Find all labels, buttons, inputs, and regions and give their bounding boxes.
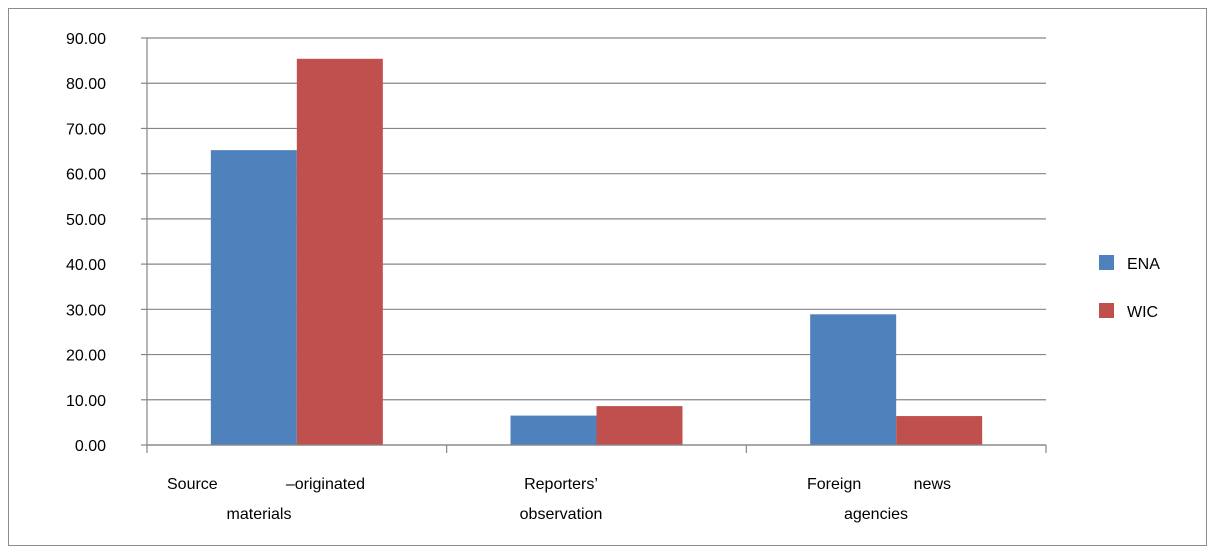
bar-ena-1 (510, 415, 597, 445)
bars (210, 58, 983, 446)
bar-ena-0 (210, 150, 297, 445)
y-tick-label: 40.00 (66, 257, 106, 274)
y-tick-label: 10.00 (66, 393, 106, 410)
x-category-label: observation (520, 506, 603, 523)
legend-swatch-wic (1099, 303, 1114, 318)
x-category-label: –originated (286, 476, 365, 493)
y-tick-label: 90.00 (66, 31, 106, 48)
x-axis-categories: Source –originated materials Reporters’ obse… (167, 476, 951, 523)
y-tick-label: 0.00 (75, 438, 106, 455)
x-category-label: Reporters’ (524, 476, 598, 493)
legend-label-ena: ENA (1127, 256, 1160, 273)
y-axis-ticks: 0.00 10.00 20.00 30.00 40.00 50.00 60.00 70.00 8… (66, 31, 106, 455)
x-category-label: news (914, 476, 951, 493)
bar-chart: 0.00 10.00 20.00 30.00 40.00 50.00 60.00 70.00 8… (66, 31, 1160, 523)
legend: ENA WIC (1099, 255, 1160, 321)
y-tick-label: 70.00 (66, 121, 106, 138)
bar-ena-2 (810, 314, 897, 445)
y-tick-label: 50.00 (66, 212, 106, 229)
y-tick-label: 80.00 (66, 76, 106, 93)
x-category-label: materials (227, 506, 292, 523)
legend-swatch-ena (1099, 255, 1114, 270)
x-category-label: Source (167, 476, 218, 493)
y-tick-label: 30.00 (66, 302, 106, 319)
y-tick-label: 20.00 (66, 348, 106, 365)
y-tick-label: 60.00 (66, 167, 106, 184)
axes (146, 38, 1047, 453)
bar-wic-2 (896, 416, 983, 445)
x-category-label: Foreign (807, 476, 861, 493)
chart-frame: 0.00 10.00 20.00 30.00 40.00 50.00 60.00 70.00 8… (8, 8, 1207, 546)
bar-wic-0 (296, 58, 383, 446)
bar-wic-1 (596, 406, 683, 445)
x-category-label: agencies (844, 506, 908, 523)
legend-label-wic: WIC (1127, 304, 1158, 321)
